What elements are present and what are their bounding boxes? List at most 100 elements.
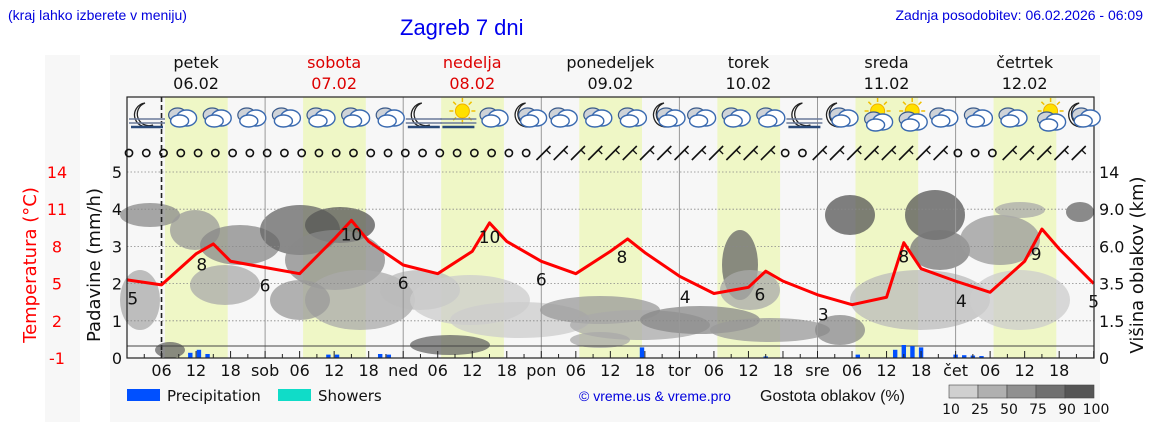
- cloud-height-tick: 3.5: [1099, 275, 1124, 294]
- cloud-light-rain-icon: [963, 107, 994, 128]
- showers-swatch: [278, 389, 311, 401]
- cloud-icon: [686, 107, 717, 128]
- precipitation-legend-label: Precipitation: [167, 387, 261, 405]
- cloud-height-tick: 1.5: [1099, 312, 1124, 331]
- x-hour-label: 06: [151, 361, 171, 380]
- moon-cloud-icon: [1068, 102, 1101, 128]
- cloud-patch: [905, 190, 965, 240]
- wind-calm-icon: [297, 148, 307, 158]
- moon-cloud-icon: [825, 102, 859, 128]
- wind-calm-icon: [193, 148, 203, 158]
- cloud-density-label: Gostota oblakov (%): [760, 388, 905, 405]
- temperature-value-label: 10: [479, 228, 501, 248]
- cloud-density-tick: 100: [1083, 402, 1110, 418]
- x-hour-label: 12: [876, 361, 896, 380]
- moon-fog-icon: [786, 102, 823, 129]
- x-hour-label: 12: [600, 361, 620, 380]
- precip-tick: 0: [112, 349, 122, 368]
- precip-bar: [326, 354, 331, 358]
- wind-barb-icon: [743, 145, 759, 161]
- cloud-density-tick: 10: [942, 402, 960, 418]
- precip-bar: [188, 352, 193, 358]
- wind-calm-icon: [798, 148, 807, 158]
- wind-calm-icon: [314, 148, 324, 158]
- precip-bar: [386, 354, 392, 358]
- legend: Precipitation Showers © vreme.us & vreme.p…: [127, 384, 1110, 418]
- x-hour-label: 12: [186, 361, 206, 380]
- x-day-label: čet: [943, 361, 968, 380]
- cloud-height-tick: 9.0: [1099, 200, 1124, 219]
- cloud-light-rain-icon: [583, 107, 613, 128]
- cloud-patch: [120, 203, 180, 227]
- cloud-density-tick: 75: [1029, 402, 1047, 418]
- temperature-value-label: 5: [127, 290, 138, 310]
- cloud-density-field: [120, 190, 1094, 358]
- wind-barb-icon: [812, 145, 828, 161]
- wind-barb-icon: [881, 145, 897, 161]
- x-hour-label: 18: [358, 361, 378, 380]
- temperature-value-label: 10: [341, 225, 363, 245]
- wind-calm-icon: [176, 148, 186, 158]
- cloud-density-tick: 50: [1000, 402, 1018, 418]
- precip-axis-label: Padavine (mm/h): [84, 188, 105, 342]
- cloud-patch: [720, 270, 780, 310]
- x-hour-label: 06: [566, 361, 586, 380]
- cloud-density-swatch: [1006, 384, 1037, 399]
- wind-calm-icon: [970, 148, 980, 158]
- sun-cloud-rain-icon: [863, 98, 894, 132]
- temperature-value-label: 6: [260, 276, 271, 296]
- cloud-patch: [995, 202, 1045, 218]
- cloud-patch: [155, 342, 185, 358]
- wind-barb-icon: [915, 145, 931, 161]
- x-hour-label: 18: [635, 361, 655, 380]
- wind-calm-icon: [262, 148, 272, 158]
- temperature-value-label: 8: [898, 248, 909, 268]
- x-hour-label: 18: [497, 361, 517, 380]
- grid-lines: [127, 97, 1094, 358]
- wind-barb-icon: [535, 145, 551, 161]
- x-hour-label: 18: [1049, 361, 1069, 380]
- day-date: 11.02: [864, 74, 910, 93]
- cloud-patch: [410, 335, 490, 355]
- cloud-light-rain-icon: [375, 107, 405, 128]
- x-hour-label: 12: [324, 361, 344, 380]
- copyright-link[interactable]: © vreme.us & vreme.pro: [579, 388, 731, 404]
- wind-barb-icon: [846, 145, 862, 161]
- wind-barb-icon: [622, 145, 638, 161]
- temperature-value-label: 8: [196, 256, 207, 276]
- wind-barb-icon: [1071, 145, 1087, 161]
- x-day-label: ned: [388, 361, 418, 380]
- precipitation-swatch: [127, 389, 160, 401]
- wind-barb-icon: [1002, 145, 1018, 161]
- x-hour-label: 06: [289, 361, 309, 380]
- cloud-patch: [960, 215, 1040, 265]
- precip-tick: 4: [112, 200, 122, 219]
- cloud-patch: [270, 280, 330, 320]
- wind-barb-icon: [1036, 145, 1052, 161]
- wind-barb-icon: [760, 145, 776, 161]
- precip-bar: [855, 354, 860, 358]
- wind-barb-icon: [674, 145, 690, 161]
- temperature-line: [126, 218, 1095, 307]
- temperature-value-label: 6: [536, 270, 547, 290]
- cloud-icon: [548, 107, 578, 128]
- wind-barb-icon: [863, 145, 880, 161]
- temperature-tick: 14: [47, 163, 67, 182]
- precip-bar: [910, 346, 915, 358]
- cloud-height-tick: 14: [1099, 163, 1119, 182]
- x-hour-label: 06: [980, 361, 1000, 380]
- wind-calm-icon: [280, 148, 289, 158]
- wind-barb-icon: [725, 145, 741, 161]
- cloud-density-swatch: [1064, 384, 1095, 399]
- cloud-icon: [271, 107, 302, 128]
- wind-calm-icon: [780, 148, 790, 158]
- cloud-icon: [721, 107, 751, 128]
- cloud-patch: [710, 318, 830, 342]
- day-name: torek: [728, 53, 770, 72]
- wind-calm-icon: [504, 148, 514, 158]
- wind-barb-icon: [1019, 145, 1035, 161]
- cloud-icon: [479, 107, 509, 128]
- x-hour-label: 12: [1014, 361, 1034, 380]
- x-day-label: tor: [668, 361, 691, 380]
